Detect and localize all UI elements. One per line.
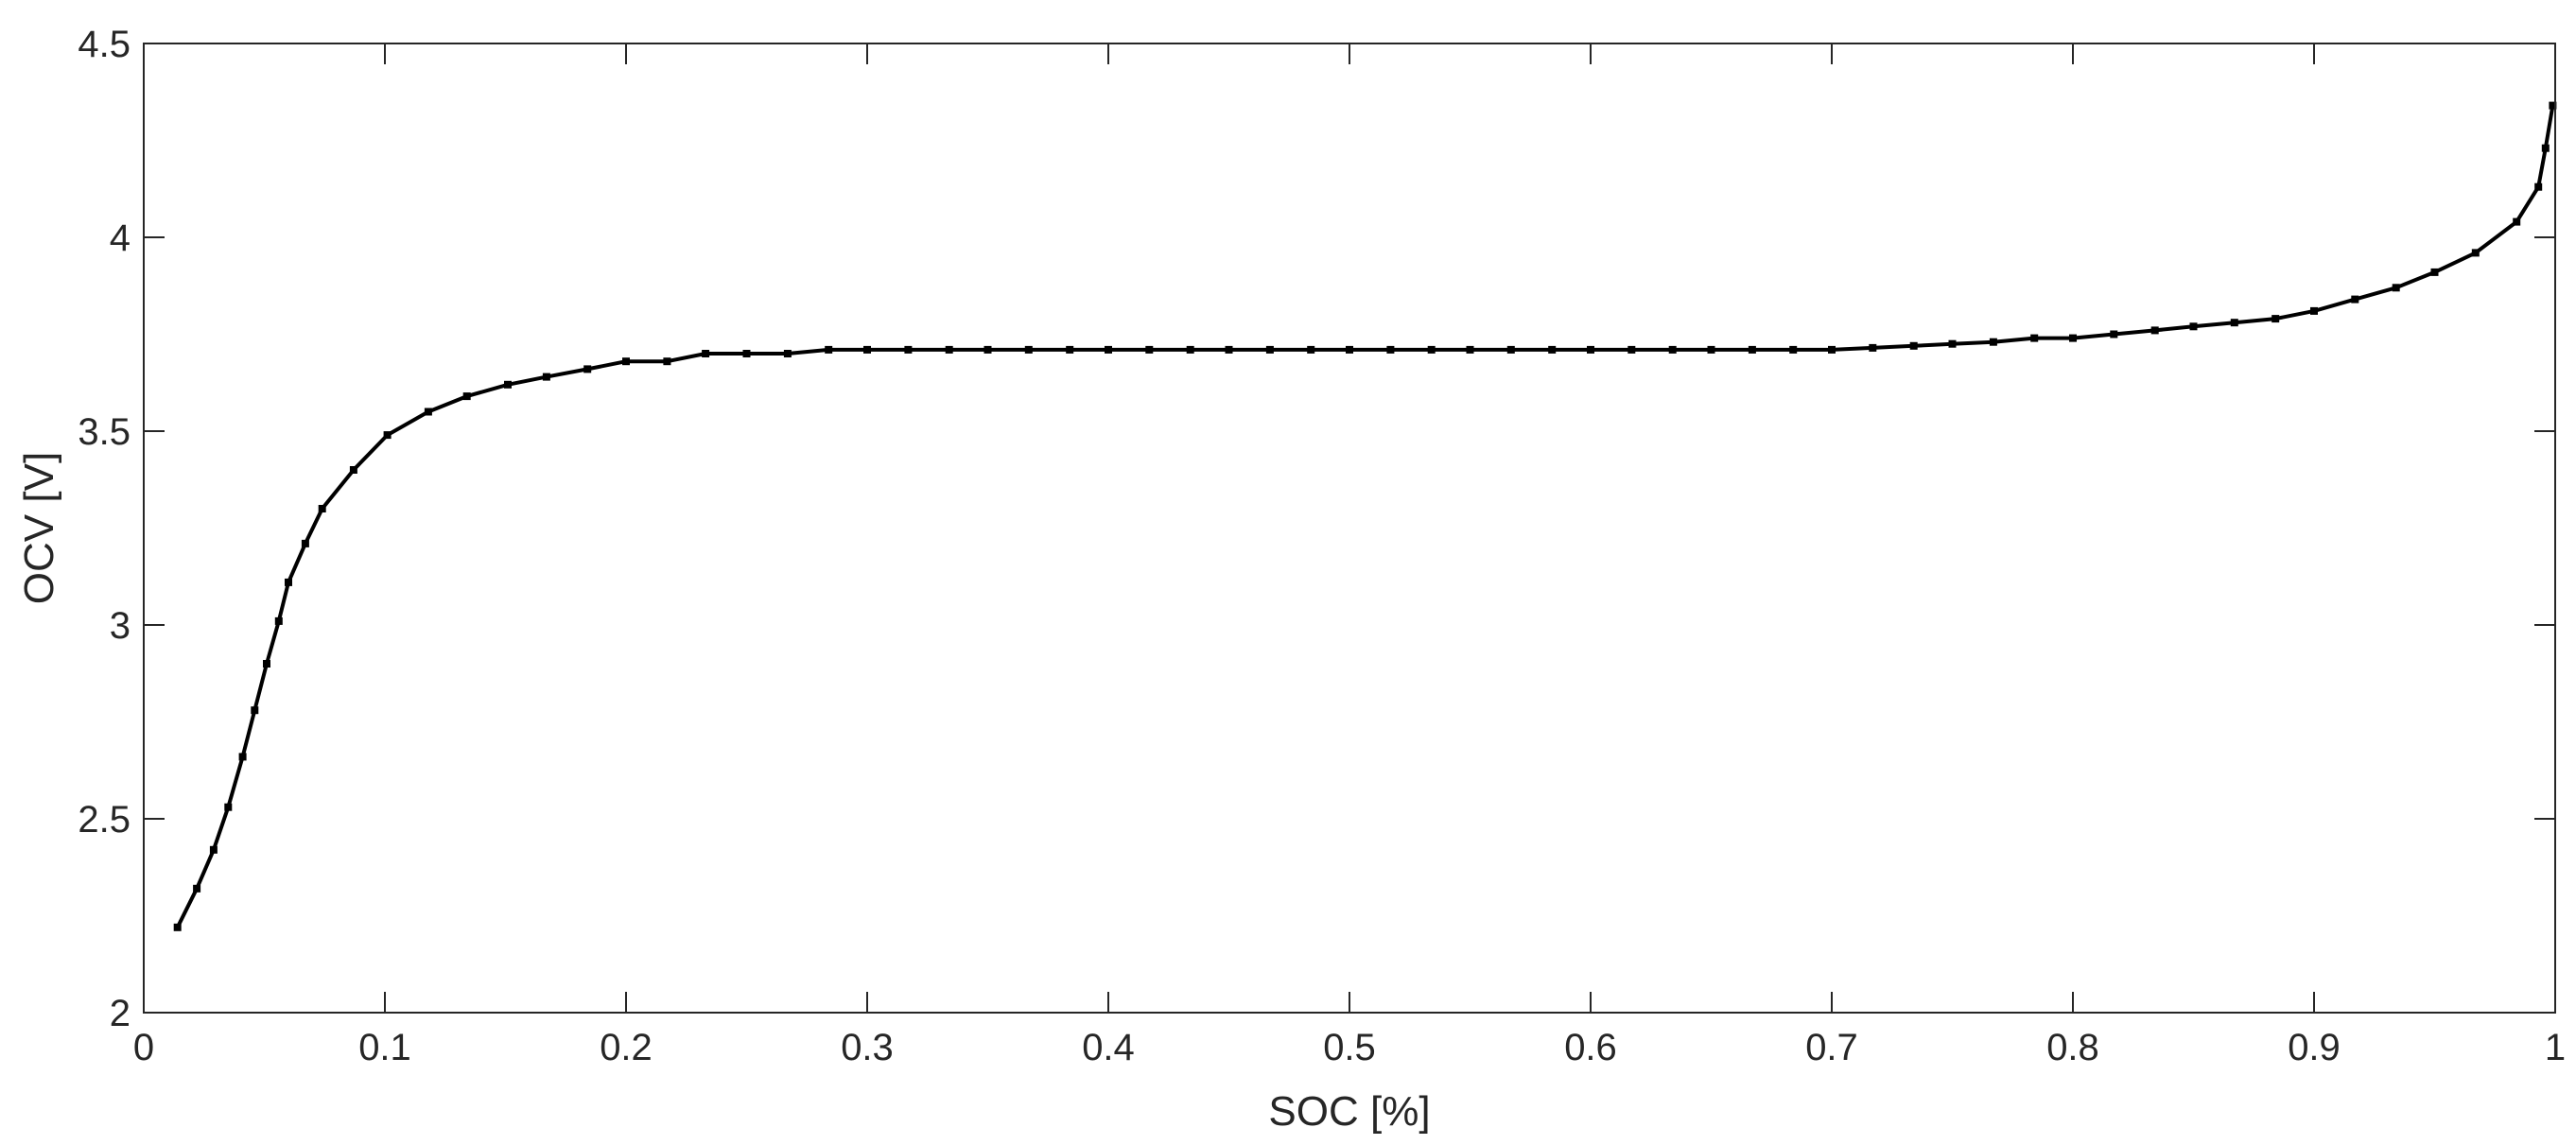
data-point-marker	[318, 505, 326, 512]
data-point-marker	[285, 578, 292, 586]
data-point-marker	[2310, 306, 2318, 315]
data-point-marker	[349, 466, 357, 474]
y-tick-label: 3.5	[78, 411, 131, 453]
data-point-marker	[1024, 345, 1033, 354]
data-point-marker	[702, 350, 710, 357]
data-point-marker	[1707, 345, 1715, 354]
x-tick-label: 0.5	[1323, 1027, 1376, 1068]
data-point-marker	[1186, 345, 1194, 354]
data-point-marker	[2030, 334, 2039, 342]
x-tick-label: 0	[133, 1027, 154, 1068]
x-tick-label: 0.2	[600, 1027, 653, 1068]
data-point-marker	[1265, 345, 1274, 354]
data-point-marker	[504, 380, 512, 389]
data-point-marker	[904, 345, 913, 354]
data-point-marker	[2392, 284, 2400, 292]
y-tick-labels: 2 2.5 3 3.5 4 4.5	[78, 24, 131, 1034]
data-point-marker	[1869, 343, 1877, 352]
data-point-marker	[2271, 315, 2280, 323]
data-point-marker	[274, 616, 283, 625]
data-point-marker	[301, 539, 309, 547]
data-point-marker	[2110, 330, 2118, 338]
data-point-marker	[1828, 345, 1836, 354]
data-point-marker	[2513, 217, 2521, 226]
data-point-marker	[1627, 345, 1636, 354]
data-point-marker	[1909, 341, 1918, 350]
data-point-marker	[863, 345, 871, 354]
data-point-marker	[209, 845, 218, 854]
y-tick-label: 3	[110, 605, 131, 647]
data-point-marker	[742, 350, 751, 357]
x-tick-labels: 0 0.1 0.2 0.3 0.4 0.5 0.6 0.7 0.8 0.9 1	[133, 1027, 2566, 1068]
ticks-layer	[143, 43, 2556, 1014]
data-point-marker	[383, 431, 392, 440]
data-point-marker	[1466, 345, 1474, 354]
data-point-marker	[2230, 319, 2238, 327]
x-tick-label: 1	[2545, 1027, 2566, 1068]
data-point-marker	[2534, 182, 2543, 191]
data-point-marker	[1989, 338, 1997, 346]
y-tick-label: 2	[110, 993, 131, 1034]
x-tick-label: 0.7	[1805, 1027, 1858, 1068]
data-point-marker	[193, 884, 201, 893]
data-point-marker	[1427, 345, 1436, 354]
data-point-marker	[1307, 345, 1315, 354]
data-point-marker	[663, 357, 671, 366]
data-point-marker	[1145, 345, 1154, 354]
axes-box	[143, 43, 2556, 1014]
data-point-marker	[1748, 345, 1756, 354]
data-point-marker	[2471, 249, 2480, 257]
data-point-marker	[462, 392, 471, 401]
data-point-marker	[424, 408, 432, 416]
x-tick-label: 0.4	[1082, 1027, 1135, 1068]
data-point-marker	[1548, 345, 1557, 354]
data-point-marker	[2549, 101, 2557, 110]
data-point-marker	[251, 706, 259, 715]
x-tick-label: 0.3	[841, 1027, 894, 1068]
y-tick-label: 4.5	[78, 24, 131, 65]
data-point-marker	[238, 753, 247, 761]
data-point-marker	[583, 365, 592, 373]
data-point-marker	[2189, 322, 2198, 331]
series-layer	[173, 101, 2557, 931]
data-point-marker	[173, 923, 182, 931]
data-point-marker	[224, 803, 233, 811]
y-axis-label: OCV [V]	[16, 452, 62, 604]
data-point-marker	[2351, 295, 2359, 304]
data-point-marker	[2069, 334, 2077, 342]
data-point-marker	[263, 660, 270, 668]
data-point-marker	[1668, 345, 1677, 354]
data-point-marker	[983, 345, 992, 354]
data-point-marker	[1587, 345, 1594, 354]
data-point-marker	[1386, 345, 1395, 354]
data-point-marker	[2150, 326, 2159, 335]
y-tick-label: 4	[110, 217, 131, 259]
x-axis-label: SOC [%]	[1268, 1088, 1430, 1135]
data-point-marker	[825, 345, 833, 354]
data-point-marker	[1225, 345, 1233, 354]
x-tick-label: 0.1	[358, 1027, 411, 1068]
x-tick-label: 0.6	[1564, 1027, 1617, 1068]
data-point-marker	[1948, 339, 1957, 348]
x-tick-label: 0.8	[2046, 1027, 2099, 1068]
data-point-marker	[1506, 345, 1515, 354]
data-point-marker	[1066, 345, 1074, 354]
data-point-marker	[783, 350, 792, 357]
data-point-marker	[945, 345, 953, 354]
data-point-marker	[2541, 144, 2550, 152]
data-point-marker	[542, 373, 550, 381]
data-point-marker	[1105, 345, 1112, 354]
series-line	[175, 105, 2555, 928]
data-point-marker	[1346, 345, 1353, 354]
data-point-marker	[622, 357, 630, 366]
x-tick-label: 0.9	[2288, 1027, 2341, 1068]
data-point-marker	[2430, 268, 2439, 276]
y-tick-label: 2.5	[78, 799, 131, 841]
data-point-marker	[1789, 345, 1798, 354]
